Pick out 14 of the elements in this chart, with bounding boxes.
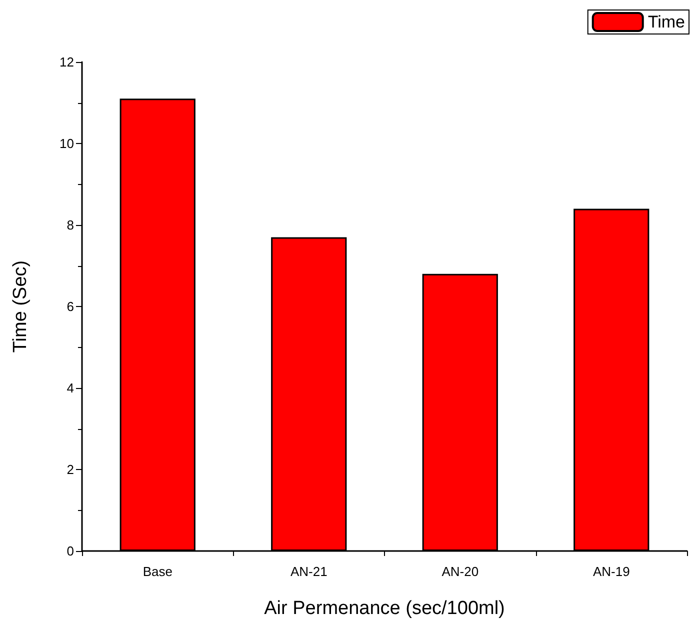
y-tick-label: 8 [66, 218, 74, 232]
y-tick-label: 0 [66, 544, 74, 558]
y-tick-label: 10 [60, 136, 74, 151]
y-tick-label: 4 [66, 380, 74, 396]
y-tick-label: 6 [66, 299, 74, 314]
x-tick-label: AN-21 [290, 564, 328, 579]
y-axis-title: Time (Sec) [10, 260, 31, 353]
x-tick-label: Base [142, 564, 172, 579]
x-tick-label: AN-20 [442, 564, 479, 579]
y-tick-label: 2 [66, 462, 74, 477]
y-tick-label: 12 [60, 54, 74, 70]
legend-label: Time [648, 12, 686, 32]
x-axis-title: Air Permenance (sec/100ml) [264, 598, 505, 619]
x-tick-label: AN-19 [592, 564, 630, 579]
